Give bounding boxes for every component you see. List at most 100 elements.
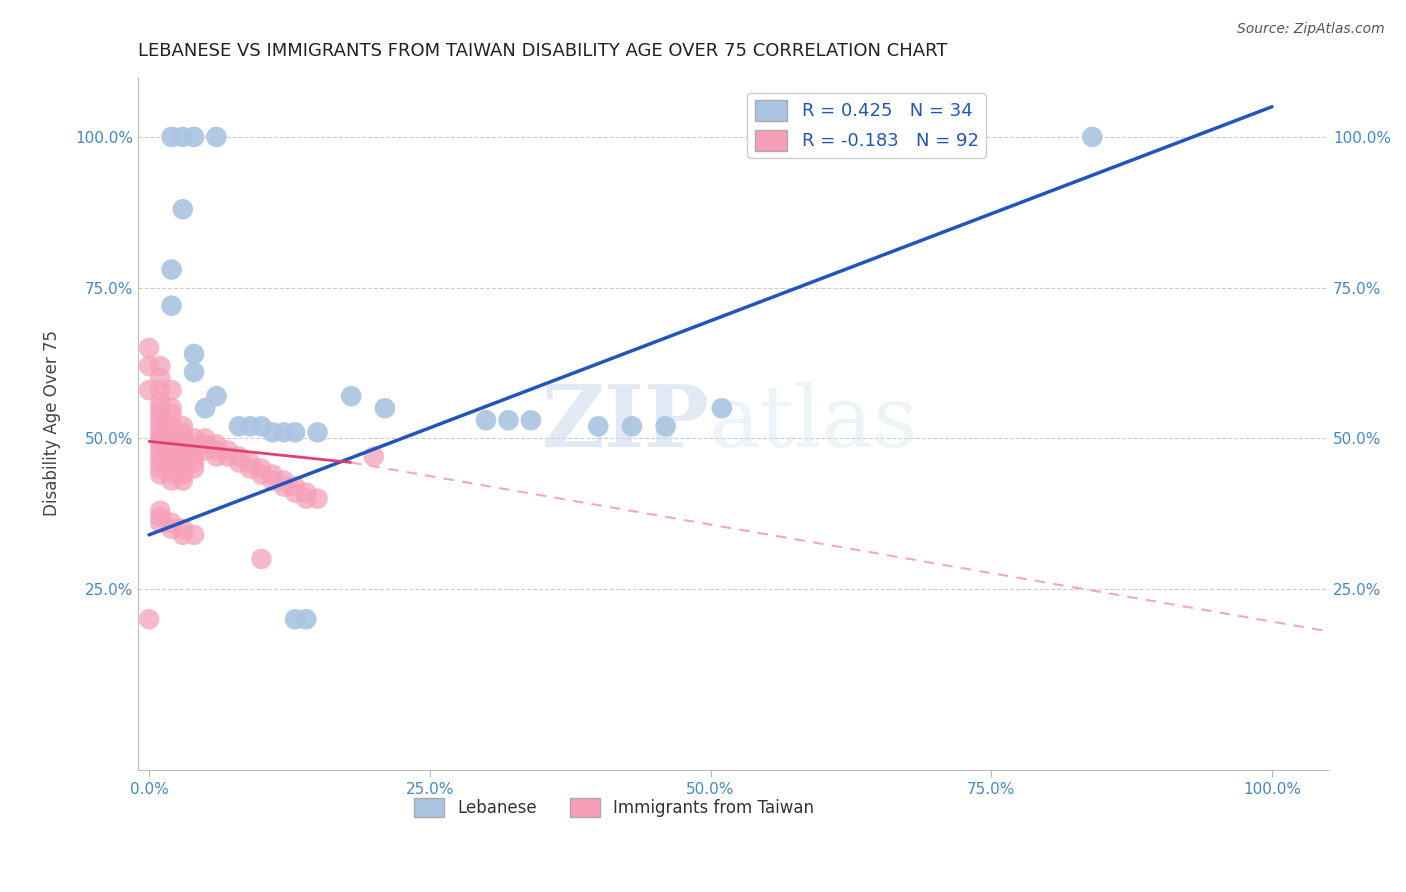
Point [160, 431, 183, 445]
Point [262, 467, 284, 482]
Point [172, 431, 194, 445]
Point [172, 419, 194, 434]
Point [149, 413, 172, 427]
Point [273, 474, 295, 488]
Point [149, 443, 172, 458]
Point [160, 425, 183, 440]
Point [250, 552, 273, 566]
Point [160, 437, 183, 451]
Point [149, 467, 172, 482]
Point [183, 450, 205, 464]
Point [138, 383, 160, 397]
Point [172, 455, 194, 469]
Point [160, 407, 183, 421]
Point [520, 413, 543, 427]
Point [172, 461, 194, 475]
Point [239, 461, 262, 475]
Point [284, 425, 307, 440]
Point [363, 450, 385, 464]
Point [149, 359, 172, 373]
Point [262, 425, 284, 440]
Text: LEBANESE VS IMMIGRANTS FROM TAIWAN DISABILITY AGE OVER 75 CORRELATION CHART: LEBANESE VS IMMIGRANTS FROM TAIWAN DISAB… [138, 42, 948, 60]
Point [710, 401, 733, 416]
Point [217, 450, 239, 464]
Point [588, 419, 610, 434]
Point [205, 443, 228, 458]
Point [138, 612, 160, 626]
Point [149, 450, 172, 464]
Point [172, 528, 194, 542]
Point [149, 516, 172, 530]
Point [239, 419, 262, 434]
Point [160, 129, 183, 144]
Point [250, 419, 273, 434]
Point [183, 528, 205, 542]
Point [194, 437, 217, 451]
Point [149, 371, 172, 385]
Point [295, 612, 318, 626]
Point [1081, 129, 1104, 144]
Point [284, 612, 307, 626]
Point [149, 425, 172, 440]
Point [183, 431, 205, 445]
Point [160, 461, 183, 475]
Point [172, 425, 194, 440]
Point [160, 383, 183, 397]
Text: Source: ZipAtlas.com: Source: ZipAtlas.com [1237, 22, 1385, 37]
Point [160, 443, 183, 458]
Point [374, 401, 396, 416]
Point [228, 419, 250, 434]
Point [194, 431, 217, 445]
Point [183, 461, 205, 475]
Point [194, 443, 217, 458]
Point [149, 431, 172, 445]
Point [160, 299, 183, 313]
Point [183, 455, 205, 469]
Point [228, 450, 250, 464]
Point [205, 437, 228, 451]
Point [172, 129, 194, 144]
Point [183, 347, 205, 361]
Point [475, 413, 498, 427]
Point [160, 262, 183, 277]
Point [295, 485, 318, 500]
Point [172, 437, 194, 451]
Point [160, 467, 183, 482]
Point [160, 516, 183, 530]
Point [172, 450, 194, 464]
Point [149, 455, 172, 469]
Point [138, 341, 160, 355]
Point [250, 461, 273, 475]
Point [149, 395, 172, 409]
Text: ZIP: ZIP [541, 381, 709, 466]
Point [160, 522, 183, 536]
Point [205, 129, 228, 144]
Point [160, 455, 183, 469]
Legend: Lebanese, Immigrants from Taiwan: Lebanese, Immigrants from Taiwan [406, 791, 821, 824]
Y-axis label: Disability Age Over 75: Disability Age Over 75 [44, 330, 60, 516]
Point [149, 401, 172, 416]
Point [295, 491, 318, 506]
Point [172, 474, 194, 488]
Point [183, 365, 205, 379]
Point [239, 455, 262, 469]
Point [149, 419, 172, 434]
Point [183, 437, 205, 451]
Point [183, 129, 205, 144]
Point [138, 359, 160, 373]
Point [498, 413, 520, 427]
Point [250, 467, 273, 482]
Point [149, 437, 172, 451]
Point [307, 425, 329, 440]
Point [172, 443, 194, 458]
Point [149, 431, 172, 445]
Point [620, 419, 643, 434]
Point [284, 485, 307, 500]
Point [205, 389, 228, 403]
Point [149, 407, 172, 421]
Point [172, 522, 194, 536]
Point [284, 480, 307, 494]
Point [172, 202, 194, 217]
Point [273, 480, 295, 494]
Point [149, 383, 172, 397]
